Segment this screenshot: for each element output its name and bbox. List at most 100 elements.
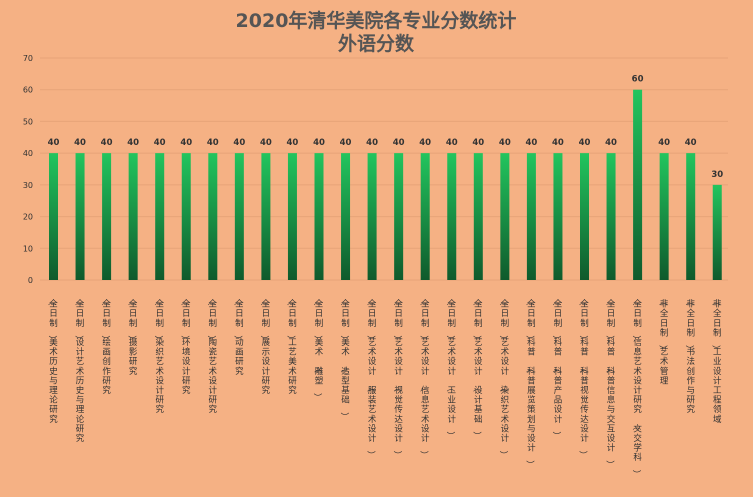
category-label: （全日制）科普（科普信息与交互设计） xyxy=(604,297,616,469)
data-label: 60 xyxy=(632,75,644,85)
category-label: （全日制）设计艺术历史与理论研究 xyxy=(73,297,85,444)
svg-text:（全日制）美术（造型基础）: （全日制）美术（造型基础） xyxy=(338,297,350,421)
category-label: （全日制）绘画创作研究 xyxy=(99,297,111,396)
svg-text:（全日制）设计艺术历史与理论研究: （全日制）设计艺术历史与理论研究 xyxy=(73,297,85,444)
data-label: 40 xyxy=(287,138,299,148)
category-label: （全日制）美术（造型基础） xyxy=(338,297,350,421)
bar xyxy=(102,153,112,280)
category-label: （全日制）艺术设计（服装艺术设计） xyxy=(365,297,377,459)
category-label: （非全日制）艺术管理 xyxy=(657,297,669,386)
chart-subtitle: 外语分数 xyxy=(338,32,415,55)
category-label: （全日制）科普（科普视觉传达设计） xyxy=(577,297,589,459)
bar xyxy=(261,153,271,280)
data-label: 40 xyxy=(233,138,245,148)
svg-text:（全日制）艺术设计（工业设计）: （全日制）艺术设计（工业设计） xyxy=(444,297,456,440)
data-label: 40 xyxy=(525,138,537,148)
category-label: （全日制）美术（雕塑） xyxy=(312,297,324,402)
bar xyxy=(341,153,351,280)
svg-text:（全日制）科普（科普信息与交互设计）: （全日制）科普（科普信息与交互设计） xyxy=(604,297,616,469)
svg-text:（全日制）动画研究: （全日制）动画研究 xyxy=(232,297,244,377)
category-label: （全日制）动画研究 xyxy=(232,297,244,377)
bar xyxy=(234,153,244,280)
data-label: 40 xyxy=(393,138,405,148)
y-tick-label: 40 xyxy=(23,149,33,158)
svg-text:（全日制）环境设计研究: （全日制）环境设计研究 xyxy=(179,297,191,396)
category-label: （全日制）陶瓷艺术设计研究 xyxy=(206,297,218,415)
data-labels: 40 40 40 40 40 40 40 40 40 40 40 40 40 40 40 40 40 40 40 40… xyxy=(48,75,724,180)
y-tick-label: 70 xyxy=(23,54,33,63)
bar xyxy=(606,153,616,280)
svg-text:（全日制）科普（科普产品设计）: （全日制）科普（科普产品设计） xyxy=(551,297,563,440)
category-label: （全日制）摄影研究 xyxy=(126,297,138,377)
bar xyxy=(367,153,377,280)
bar xyxy=(712,184,722,280)
category-labels: （全日制）美术历史与理论研究 （全日制）设计艺术历史与理论研究 （全日制）绘画创作研… xyxy=(46,297,722,478)
category-label: （非全日制）书法创作与研究 xyxy=(683,297,695,415)
svg-text:（全日制）美术历史与理论研究: （全日制）美术历史与理论研究 xyxy=(46,297,58,425)
y-tick-label: 10 xyxy=(23,244,33,253)
bar xyxy=(75,153,85,280)
svg-text:（全日制）信息艺术设计研究（文交学科）: （全日制）信息艺术设计研究（文交学科） xyxy=(630,297,642,478)
data-label: 40 xyxy=(154,138,166,148)
svg-text:（全日制）艺术设计（服装艺术设计）: （全日制）艺术设计（服装艺术设计） xyxy=(365,297,377,459)
svg-text:（全日制）艺术设计（信息艺术设计）: （全日制）艺术设计（信息艺术设计） xyxy=(418,297,430,459)
bar xyxy=(447,153,457,280)
y-tick-label: 50 xyxy=(23,117,33,126)
y-axis: 0 10 20 30 40 50 60 70 xyxy=(23,54,33,285)
category-label: （全日制）艺术设计（染织艺术设计） xyxy=(498,297,510,459)
gridlines xyxy=(40,57,728,281)
data-label: 40 xyxy=(74,138,86,148)
bar xyxy=(208,153,218,280)
chart-title: 2020年清华美院各专业分数统计 xyxy=(236,9,517,32)
category-label: （全日制）工艺美术研究 xyxy=(285,297,297,396)
svg-text:（全日制）染织艺术设计研究: （全日制）染织艺术设计研究 xyxy=(152,297,164,415)
data-label: 40 xyxy=(658,138,670,148)
category-label: （全日制）信息艺术设计研究（文交学科） xyxy=(630,297,642,478)
data-label: 40 xyxy=(685,138,697,148)
category-label: （全日制）染织艺术设计研究 xyxy=(152,297,164,415)
svg-text:（全日制）美术（雕塑）: （全日制）美术（雕塑） xyxy=(312,297,324,402)
data-label: 40 xyxy=(552,138,564,148)
y-tick-label: 0 xyxy=(28,276,33,285)
category-label: （全日制）环境设计研究 xyxy=(179,297,191,396)
bar xyxy=(314,153,324,280)
data-label: 40 xyxy=(605,138,617,148)
bar xyxy=(287,153,297,280)
svg-text:（全日制）陶瓷艺术设计研究: （全日制）陶瓷艺术设计研究 xyxy=(206,297,218,415)
bar xyxy=(155,153,165,280)
category-label: （全日制）艺术设计（视觉传达设计） xyxy=(391,297,403,459)
category-label: （全日制）科普（科普展览策划与设计） xyxy=(524,297,536,469)
y-tick-label: 20 xyxy=(23,213,33,222)
svg-text:（非全日制）书法创作与研究: （非全日制）书法创作与研究 xyxy=(683,297,695,415)
category-label: （全日制）美术历史与理论研究 xyxy=(46,297,58,425)
category-label: （全日制）展示设计研究 xyxy=(259,297,271,396)
svg-text:（非全日制）工业设计工程领域: （非全日制）工业设计工程领域 xyxy=(710,297,722,425)
bars xyxy=(49,89,722,280)
data-label: 40 xyxy=(180,138,192,148)
data-label: 40 xyxy=(101,138,113,148)
svg-text:（全日制）艺术设计（染织艺术设计）: （全日制）艺术设计（染织艺术设计） xyxy=(498,297,510,459)
y-tick-label: 30 xyxy=(23,181,33,190)
data-label: 40 xyxy=(207,138,219,148)
svg-text:（全日制）艺术设计（设计基础）: （全日制）艺术设计（设计基础） xyxy=(471,297,483,440)
bar xyxy=(49,153,58,280)
data-label: 40 xyxy=(366,138,378,148)
bar xyxy=(580,153,589,280)
data-label: 40 xyxy=(313,138,325,148)
svg-text:（全日制）摄影研究: （全日制）摄影研究 xyxy=(126,297,138,377)
data-label: 40 xyxy=(472,138,484,148)
data-label: 40 xyxy=(579,138,591,148)
data-label: 30 xyxy=(711,170,723,180)
bar xyxy=(526,153,536,280)
svg-text:（全日制）科普（科普视觉传达设计）: （全日制）科普（科普视觉传达设计） xyxy=(577,297,589,459)
bar xyxy=(128,153,138,280)
svg-text:（全日制）绘画创作研究: （全日制）绘画创作研究 xyxy=(99,297,111,396)
category-label: （全日制）艺术设计（工业设计） xyxy=(444,297,456,440)
bar xyxy=(553,153,563,280)
category-label: （全日制）艺术设计（设计基础） xyxy=(471,297,483,440)
bar xyxy=(420,153,430,280)
bar xyxy=(473,153,483,280)
svg-text:（全日制）艺术设计（视觉传达设计）: （全日制）艺术设计（视觉传达设计） xyxy=(391,297,403,459)
svg-text:（非全日制）艺术管理: （非全日制）艺术管理 xyxy=(657,297,669,386)
